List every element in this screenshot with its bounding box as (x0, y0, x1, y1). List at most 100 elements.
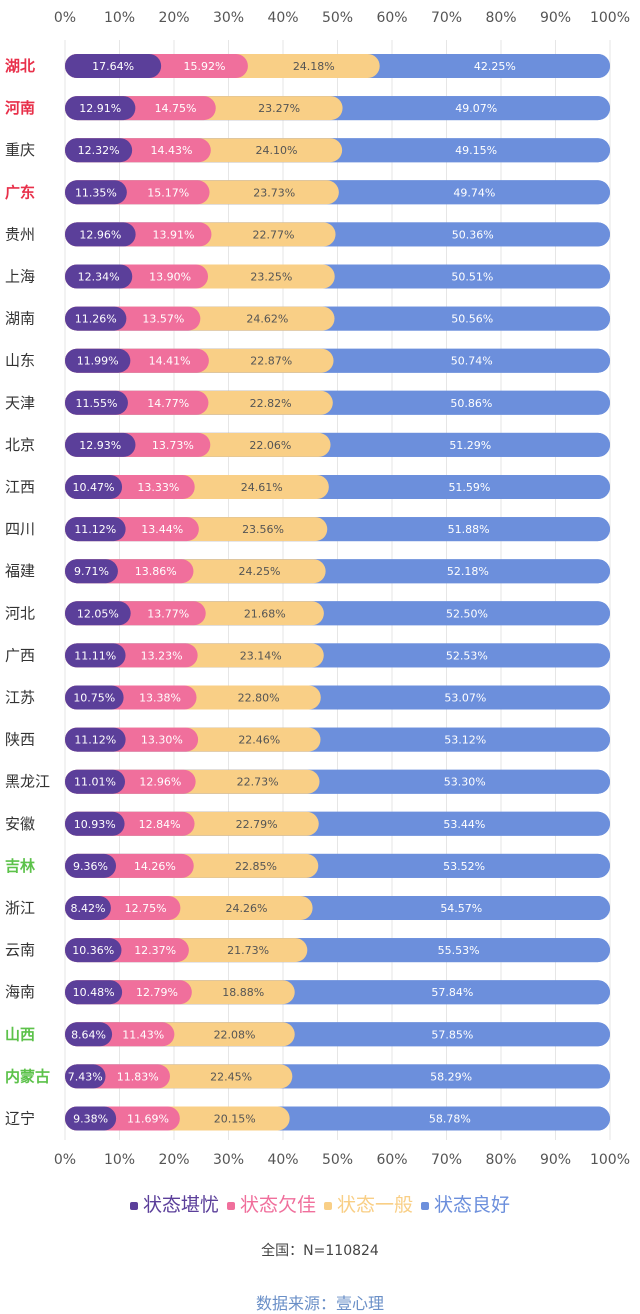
data-label: 11.01% (74, 776, 116, 789)
data-label: 51.29% (449, 439, 491, 452)
category-label: 江苏 (5, 689, 35, 707)
data-label: 18.88% (222, 986, 264, 999)
bar-segment (65, 811, 125, 836)
data-label: 13.23% (141, 649, 183, 662)
data-label: 24.62% (246, 313, 288, 326)
x-tick-label-top: 20% (158, 10, 189, 26)
x-tick-label-bottom: 60% (376, 1152, 407, 1168)
data-label: 13.86% (135, 565, 177, 578)
category-label: 贵州 (5, 225, 35, 243)
data-label: 53.12% (444, 734, 486, 747)
data-label: 11.26% (75, 313, 117, 326)
data-label: 11.55% (75, 397, 117, 410)
data-label: 22.80% (238, 692, 280, 705)
legend-marker (421, 1201, 430, 1210)
legend-item: 状态良好 (421, 1190, 510, 1217)
data-label: 23.14% (240, 649, 282, 662)
data-label: 14.41% (149, 355, 191, 368)
category-label: 广东 (5, 183, 35, 201)
bar-segment (65, 306, 127, 331)
x-tick-label-bottom: 10% (104, 1152, 135, 1168)
data-label: 50.56% (451, 313, 493, 326)
bar-segment (65, 517, 126, 542)
data-label: 50.86% (450, 397, 492, 410)
legend-item: 状态欠佳 (226, 1190, 316, 1217)
x-tick-label-top: 70% (431, 10, 462, 26)
legend: 状态堪忧 状态欠佳 状态一般 状态良好 (0, 1190, 640, 1217)
data-label: 24.61% (241, 481, 283, 494)
bar-segment (65, 180, 127, 205)
bar-segment (65, 980, 123, 1005)
data-label: 14.75% (155, 102, 197, 115)
bar-segment (65, 559, 118, 584)
data-label: 24.25% (239, 565, 281, 578)
data-label: 22.46% (238, 734, 280, 747)
data-label: 14.77% (147, 397, 189, 410)
data-label: 10.36% (72, 944, 114, 957)
data-label: 24.26% (226, 902, 268, 915)
data-label: 21.73% (227, 944, 269, 957)
data-label: 14.26% (134, 860, 176, 873)
category-label: 江西 (5, 478, 35, 496)
bar-segment (65, 938, 122, 963)
data-label: 22.77% (253, 228, 295, 241)
x-tick-label-bottom: 20% (158, 1152, 189, 1168)
bar-segment (65, 601, 131, 626)
bar-segment (65, 685, 124, 710)
category-label: 福建 (5, 562, 35, 580)
bar-segment (65, 54, 162, 78)
legend-label: 状态一般 (337, 1194, 414, 1216)
data-label: 51.88% (448, 523, 490, 536)
data-label: 55.53% (438, 944, 480, 957)
category-label: 重庆 (5, 141, 35, 159)
data-label: 24.18% (293, 60, 335, 73)
x-tick-label-top: 40% (267, 10, 298, 26)
data-label: 7.43% (68, 1070, 103, 1083)
data-label: 23.27% (258, 102, 300, 115)
category-label: 黑龙江 (5, 773, 50, 791)
data-label: 52.50% (446, 607, 488, 620)
category-label: 北京 (5, 436, 35, 454)
x-tick-label-bottom: 30% (213, 1152, 244, 1168)
data-label: 13.77% (147, 607, 189, 620)
data-label: 22.08% (214, 1028, 256, 1041)
data-label: 13.38% (139, 692, 181, 705)
data-label: 49.15% (455, 144, 497, 157)
data-label: 11.12% (74, 734, 116, 747)
x-tick-label-top: 30% (213, 10, 244, 26)
category-label: 海南 (5, 983, 35, 1001)
data-label: 12.34% (78, 271, 120, 284)
data-label: 57.85% (431, 1028, 473, 1041)
category-label: 广西 (5, 646, 35, 664)
data-label: 23.56% (242, 523, 284, 536)
data-label: 13.91% (153, 228, 195, 241)
data-label: 12.79% (136, 986, 178, 999)
data-label: 12.84% (139, 818, 181, 831)
category-label: 四川 (5, 520, 35, 538)
data-label: 9.36% (73, 860, 108, 873)
x-tick-label-bottom: 80% (485, 1152, 516, 1168)
bar-segment (65, 896, 111, 920)
legend-marker (226, 1201, 235, 1210)
data-source-note: 数据来源：壹心理 (255, 1294, 384, 1313)
bar-segment (65, 264, 133, 289)
data-label: 12.05% (77, 607, 119, 620)
bar-segment (65, 96, 136, 121)
bar-segment (65, 138, 133, 163)
data-label: 50.36% (452, 228, 494, 241)
data-label: 54.57% (440, 902, 482, 915)
data-label: 11.12% (74, 523, 116, 536)
data-label: 12.75% (125, 902, 167, 915)
data-label: 11.99% (77, 355, 119, 368)
data-label: 11.83% (117, 1070, 159, 1083)
data-label: 13.30% (141, 734, 183, 747)
data-label: 10.75% (73, 692, 115, 705)
bar-segment (65, 390, 128, 415)
category-label: 安徽 (5, 815, 35, 833)
bar-segment (65, 1106, 117, 1131)
bar-segment (65, 222, 136, 247)
data-label: 12.37% (134, 944, 176, 957)
category-label: 天津 (5, 394, 35, 412)
data-label: 11.43% (122, 1028, 164, 1041)
data-label: 9.71% (74, 565, 109, 578)
